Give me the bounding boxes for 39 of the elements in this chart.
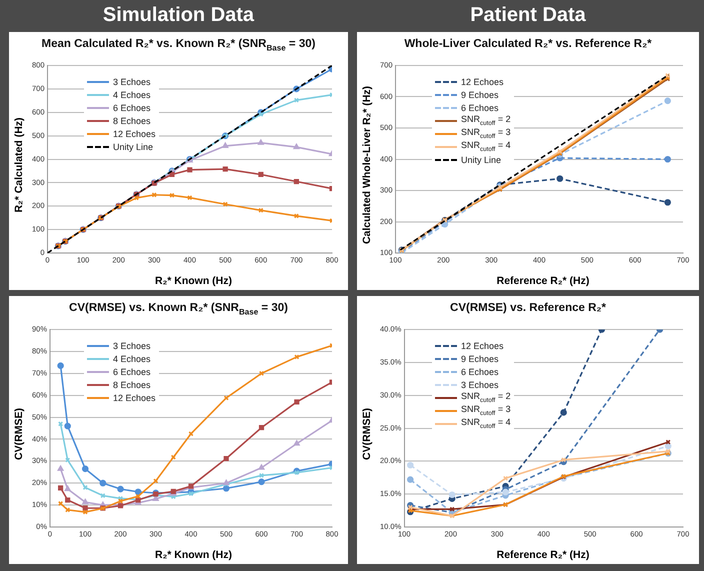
legend-label: SNR$_{cutoff}$ = 2 [461, 114, 511, 127]
text: Patient Data [469, 3, 587, 28]
chart-title: CV(RMSE) vs. Reference R₂* [449, 302, 607, 314]
legend-label: 12 Echoes [461, 76, 504, 86]
legend-label: 6 Echoes [461, 102, 499, 112]
legend-label: SNR$_{cutoff}$ = 3 [461, 127, 511, 140]
legend-label: 9 Echoes [461, 90, 499, 100]
chart-title: Mean Calculated R₂* vs. Known R₂* (SNR$_{Base}$ = 30) [40, 38, 316, 52]
y-axis-title: Calculated Whole-Liver R₂* (Hz) [361, 86, 373, 244]
legend-label: 6 Echoes [113, 102, 151, 112]
legend-label: 8 Echoes [113, 116, 151, 126]
legend-label: 6 Echoes [113, 366, 151, 376]
x-axis-title: Reference R₂* (Hz) [496, 549, 590, 561]
legend-label: 8 Echoes [113, 380, 151, 390]
y-axis-title: CV(RMSE) [13, 408, 25, 460]
legend-label: 3 Echoes [113, 76, 151, 86]
legend-label: SNR$_{cutoff}$ = 3 [461, 404, 511, 417]
chart-title: Whole-Liver Calculated R₂* vs. Reference R₂* [403, 38, 653, 50]
legend-label: SNR$_{cutoff}$ = 2 [461, 391, 511, 404]
legend-label: 3 Echoes [461, 380, 499, 390]
legend-label: 9 Echoes [461, 354, 499, 364]
x-axis-title: Reference R₂* (Hz) [496, 275, 590, 287]
y-axis-title: R₂* Calculated (Hz) [13, 117, 25, 213]
legend-label: 4 Echoes [113, 90, 151, 100]
legend-label: SNR$_{cutoff}$ = 4 [461, 140, 511, 153]
legend-label: 12 Echoes [113, 392, 156, 402]
legend-label: SNR$_{cutoff}$ = 4 [461, 417, 511, 430]
legend-label: 12 Echoes [461, 340, 504, 350]
text: Simulation Data [102, 3, 256, 28]
legend-label: 6 Echoes [461, 366, 499, 376]
legend-label: 4 Echoes [113, 354, 151, 364]
legend-label: 3 Echoes [113, 340, 151, 350]
x-axis-title: R₂* Known (Hz) [154, 275, 233, 287]
chart-title: CV(RMSE) vs. Known R₂* (SNR$_{Base}$ = 30) [68, 302, 289, 316]
y-axis-title: CV(RMSE) [361, 408, 373, 460]
legend-label: Unity Line [113, 142, 154, 152]
x-axis-title: R₂* Known (Hz) [154, 549, 233, 561]
legend-label: 12 Echoes [113, 128, 156, 138]
legend-label: Unity Line [461, 154, 502, 164]
